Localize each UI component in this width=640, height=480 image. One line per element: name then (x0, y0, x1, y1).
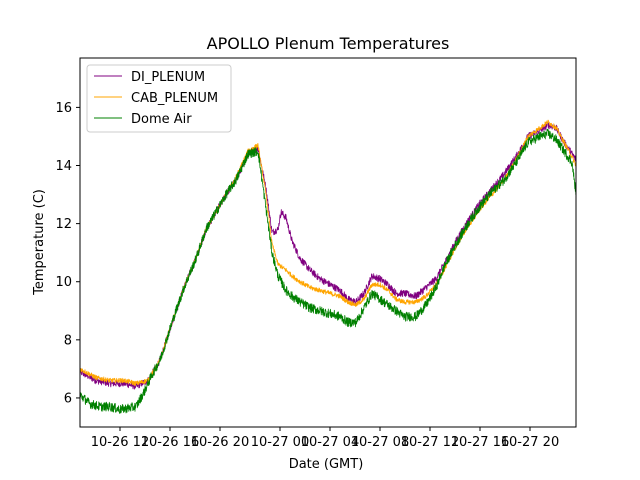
y-tick-label: 12 (55, 217, 72, 232)
y-tick-label: 6 (64, 391, 72, 406)
series-layer (79, 119, 577, 414)
legend-label-dome-air: Dome Air (131, 112, 192, 127)
x-tick-label: 10-27 20 (501, 435, 559, 450)
chart-title: APOLLO Plenum Temperatures (207, 34, 450, 53)
x-tick-label: 10-27 16 (451, 435, 509, 450)
y-tick-label: 16 (55, 101, 72, 116)
y-axis-ticks: 6 8 10 12 14 16 (55, 101, 80, 406)
x-tick-label: 10-26 12 (91, 435, 149, 450)
y-tick-label: 14 (55, 159, 72, 174)
plot-frame (79, 57, 577, 428)
x-tick-label: 10-27 12 (401, 435, 459, 450)
series-line-cab-plenum (79, 119, 577, 387)
x-tick-label: 10-26 16 (141, 435, 199, 450)
legend-label-di-plenum: DI_PLENUM (131, 70, 205, 85)
x-axis-label: Date (GMT) (289, 457, 364, 472)
x-tick-label: 10-27 04 (301, 435, 359, 450)
x-tick-label: 10-27 08 (351, 435, 409, 450)
legend-label-cab-plenum: CAB_PLENUM (131, 91, 218, 106)
x-tick-label: 10-26 20 (191, 435, 249, 450)
y-tick-label: 10 (55, 275, 72, 290)
series-line-dome-air (79, 128, 577, 414)
y-tick-label: 8 (64, 333, 72, 348)
legend: DI_PLENUM CAB_PLENUM Dome Air (86, 64, 232, 133)
legend-box (86, 64, 232, 133)
x-tick-label: 10-27 00 (251, 435, 309, 450)
y-axis-label: Temperature (C) (32, 189, 47, 296)
